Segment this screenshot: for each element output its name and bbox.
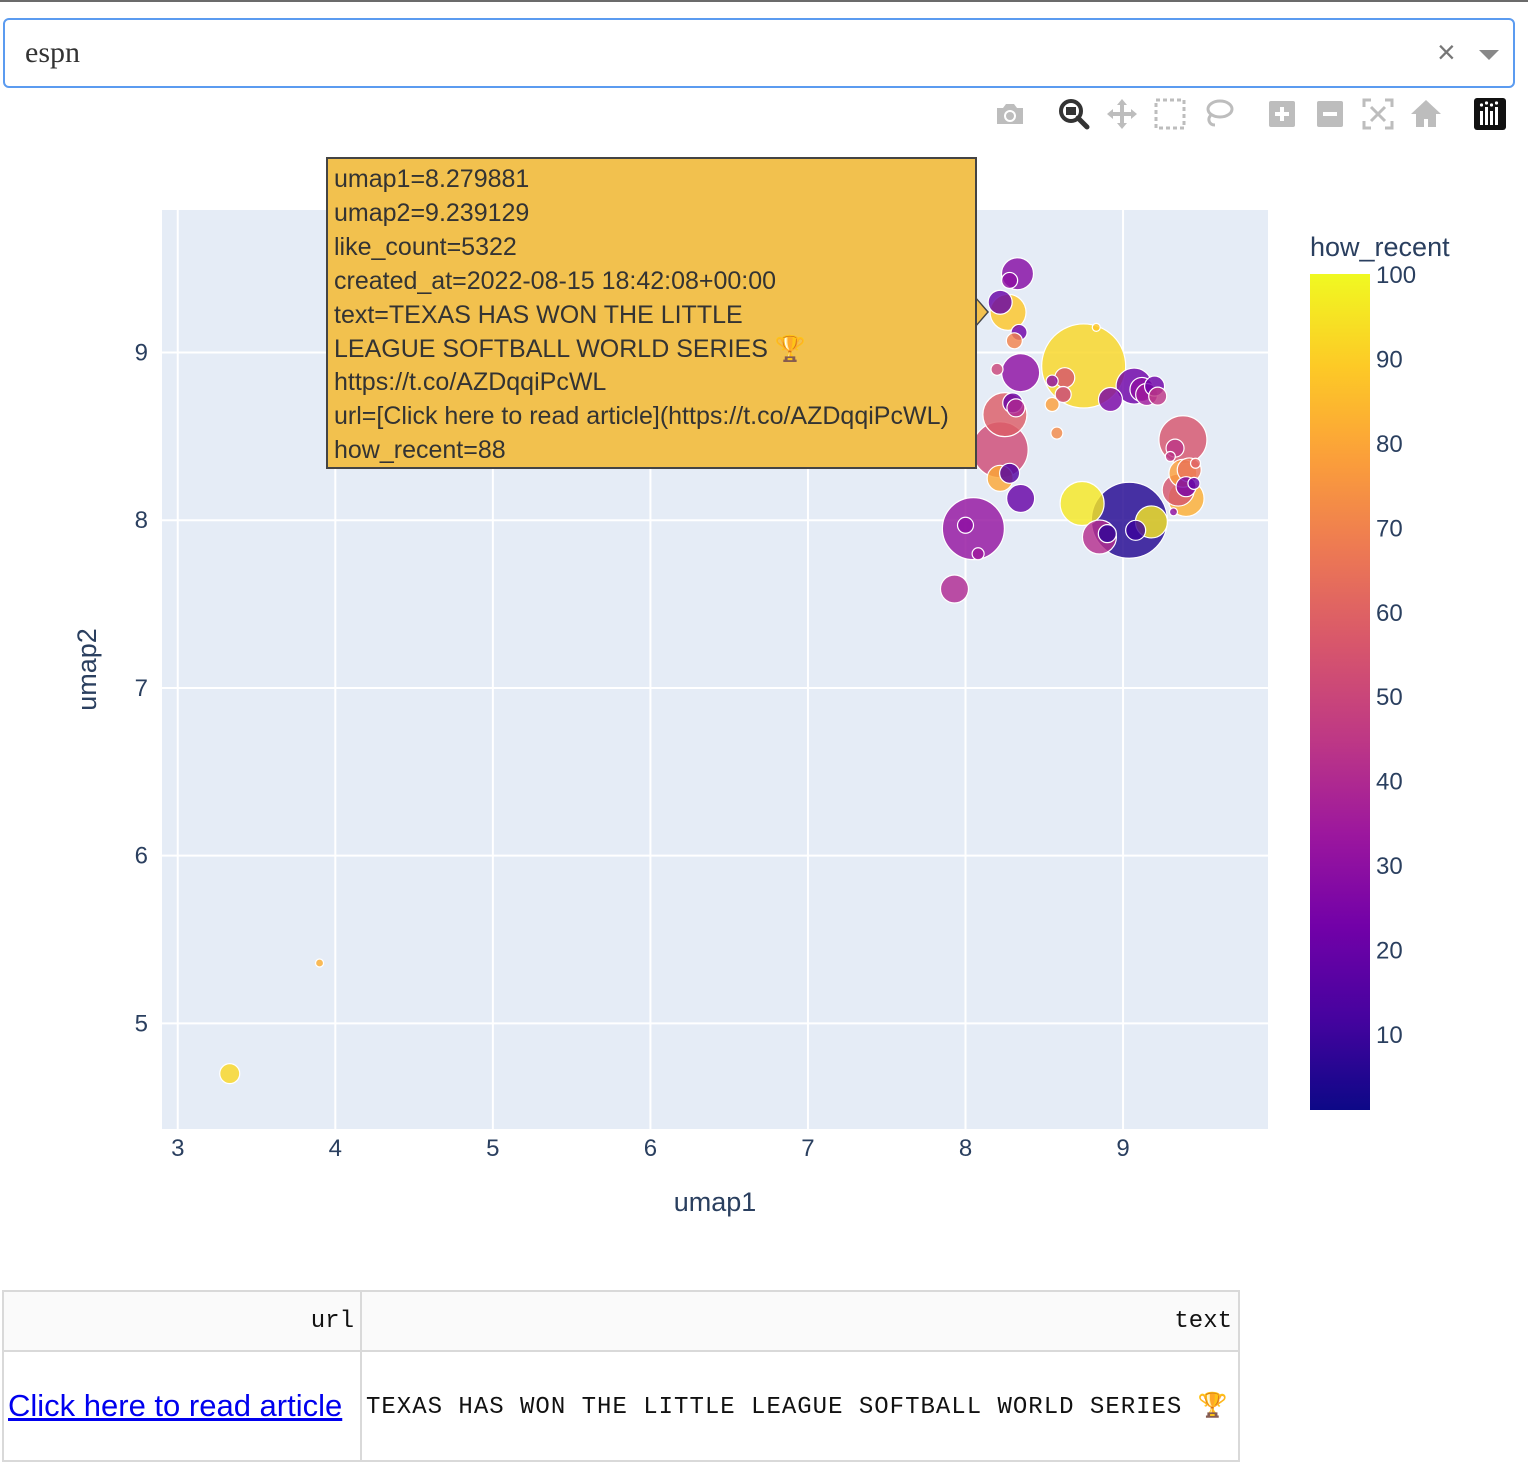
colorbar-tick-label: 90 (1376, 346, 1403, 373)
zoom-icon[interactable] (1056, 96, 1092, 132)
tooltip-line: like_count=5322 (334, 232, 517, 261)
tooltip-line: url=[Click here to read article](https:/… (334, 402, 949, 431)
selection-table: url text Click here to read article TEXA… (2, 1290, 1240, 1462)
data-point[interactable] (1097, 524, 1117, 544)
y-tick-label: 5 (135, 1010, 148, 1037)
table-row: Click here to read article TEXAS HAS WON… (2, 1350, 1240, 1462)
data-point[interactable] (1005, 332, 1023, 350)
colorbar-tick-label: 70 (1376, 515, 1403, 542)
x-axis-label: umap1 (674, 1187, 757, 1217)
tweet-text: TEXAS HAS WON THE LITTLE LEAGUE SOFTBALL… (366, 1394, 1229, 1421)
table-header-row: url text (2, 1290, 1240, 1352)
data-point[interactable] (1006, 398, 1026, 418)
data-point[interactable] (1059, 480, 1105, 527)
y-axis-ticks: 5 6 7 8 9 (135, 340, 148, 1038)
tooltip-line: created_at=2022-08-15 18:42:08+00:00 (334, 266, 777, 295)
data-point[interactable] (1125, 519, 1147, 541)
tooltip-line: https://t.co/AZDqqiPcWL (334, 368, 607, 397)
x-tick-label: 4 (329, 1135, 342, 1162)
hover-tooltip: umap1=8.279881 umap2=9.239129 like_count… (326, 157, 977, 469)
dropdown-value: espn (25, 36, 80, 69)
reset-axes-icon[interactable] (1408, 96, 1444, 132)
tooltip-line: umap2=9.239129 (334, 198, 530, 227)
tooltip-pointer-fill (975, 298, 987, 326)
colorbar-title: how_recent (1310, 232, 1450, 262)
colorbar-tick-label: 40 (1376, 769, 1403, 796)
top-border (0, 0, 1528, 2)
data-point[interactable] (987, 289, 1013, 315)
data-point[interactable] (1189, 457, 1202, 469)
data-point[interactable] (1187, 476, 1201, 490)
tooltip-line: how_recent=88 (334, 436, 506, 465)
x-tick-label: 6 (644, 1135, 657, 1162)
y-tick-label: 6 (135, 843, 148, 870)
y-axis-label: umap2 (72, 628, 102, 711)
y-tick-label: 7 (135, 675, 148, 702)
colorbar-tick-label: 50 (1376, 684, 1403, 711)
colorbar-ticks: 10 20 30 40 50 60 70 80 90 100 (1376, 262, 1416, 1049)
data-point[interactable] (314, 958, 325, 968)
column-header-text[interactable]: text (360, 1290, 1240, 1352)
x-tick-label: 5 (486, 1135, 499, 1162)
x-tick-label: 9 (1116, 1135, 1129, 1162)
y-tick-label: 8 (135, 507, 148, 534)
tooltip-line: text=TEXAS HAS WON THE LITTLE (334, 300, 743, 329)
chevron-down-icon[interactable] (1479, 50, 1499, 60)
data-points (219, 257, 1208, 1085)
colorbar-tick-label: 30 (1376, 853, 1403, 880)
data-point[interactable] (971, 547, 985, 561)
data-point[interactable] (1001, 353, 1041, 393)
data-point[interactable] (939, 574, 970, 604)
data-point[interactable] (1164, 450, 1176, 463)
data-point[interactable] (1001, 271, 1019, 290)
autoscale-icon[interactable] (1360, 96, 1396, 132)
data-point[interactable] (1148, 386, 1168, 406)
tooltip-line: umap1=8.279881 (334, 165, 530, 193)
y-tick-label: 9 (135, 340, 148, 367)
data-point[interactable] (999, 462, 1021, 484)
zoom-in-icon[interactable] (1264, 96, 1300, 132)
data-point[interactable] (1045, 374, 1059, 388)
column-header-url[interactable]: url (2, 1290, 362, 1352)
colorbar-tick-label: 80 (1376, 431, 1403, 458)
data-point[interactable] (1050, 426, 1064, 440)
colorbar-tick-label: 60 (1376, 600, 1403, 627)
clear-icon[interactable]: × (1437, 34, 1456, 70)
data-point[interactable] (1168, 507, 1179, 517)
table-cell-text: TEXAS HAS WON THE LITTLE LEAGUE SOFTBALL… (360, 1350, 1240, 1462)
data-point[interactable] (1097, 386, 1124, 413)
data-point[interactable] (219, 1063, 241, 1085)
data-point[interactable] (1044, 396, 1060, 413)
pan-icon[interactable] (1104, 96, 1140, 132)
colorbar (1310, 274, 1370, 1110)
x-axis-ticks: 3 4 5 6 7 8 9 (171, 1135, 1130, 1162)
table-cell-url: Click here to read article (2, 1350, 362, 1462)
data-point[interactable] (1006, 483, 1036, 514)
source-dropdown[interactable]: espn × (3, 18, 1515, 88)
data-point[interactable] (956, 516, 975, 534)
x-tick-label: 8 (959, 1135, 972, 1162)
colorbar-tick-label: 10 (1376, 1022, 1403, 1049)
data-point[interactable] (990, 362, 1004, 376)
x-tick-label: 3 (171, 1135, 184, 1162)
colorbar-tick-label: 100 (1376, 262, 1416, 289)
plotly-logo-icon[interactable] (1472, 96, 1508, 132)
lasso-select-icon[interactable] (1200, 96, 1236, 132)
camera-icon[interactable] (992, 96, 1028, 132)
x-tick-label: 7 (801, 1135, 814, 1162)
data-point[interactable] (1091, 322, 1101, 332)
colorbar-tick-label: 20 (1376, 938, 1403, 965)
zoom-out-icon[interactable] (1312, 96, 1348, 132)
tooltip-line: LEAGUE SOFTBALL WORLD SERIES 🏆 (334, 334, 806, 363)
data-point[interactable] (1054, 385, 1072, 404)
article-link[interactable]: Click here to read article (8, 1388, 343, 1423)
box-select-icon[interactable] (1152, 96, 1188, 132)
